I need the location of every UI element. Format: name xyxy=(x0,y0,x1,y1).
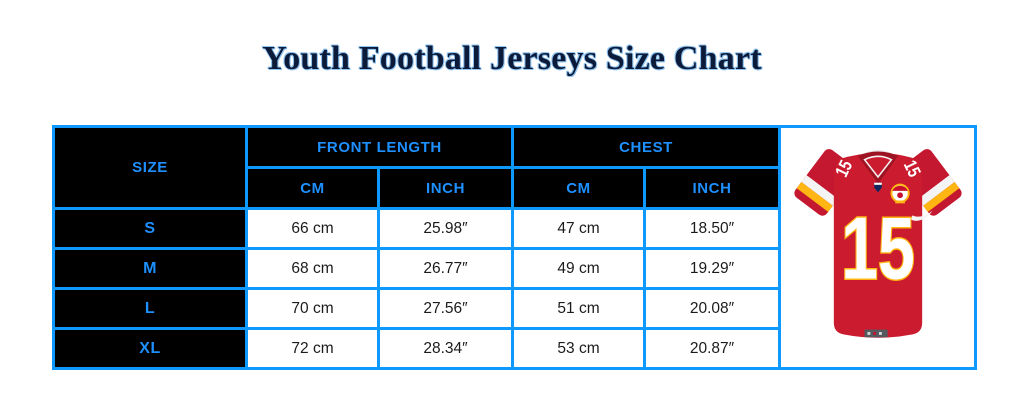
front-length-cm-value: 70 cm xyxy=(245,287,380,330)
column-group-front-length: FRONT LENGTH xyxy=(244,125,515,169)
chest-cm-value: 51 cm xyxy=(511,287,647,330)
chest-inch-value: 19.29″ xyxy=(643,247,782,290)
subheader-front-cm: CM xyxy=(245,166,380,210)
jersey-image: 15 15 xyxy=(781,132,974,364)
chest-inch-value: 20.08″ xyxy=(643,287,782,330)
jersey-illustration: 15 15 xyxy=(793,148,962,338)
chest-inch-value: 20.87″ xyxy=(643,327,782,370)
front-length-cm-value: 66 cm xyxy=(245,207,380,250)
size-label: L xyxy=(52,287,248,330)
jersey-image-cell: 15 15 xyxy=(778,125,978,370)
table-row-xl: XL 72 cm 28.34″ 53 cm 20.87″ xyxy=(52,327,976,370)
table-row-s: S 66 cm 25.98″ 47 cm 18.50″ xyxy=(52,207,976,250)
front-length-inch-value: 28.34″ xyxy=(376,327,515,370)
column-header-size: SIZE xyxy=(52,125,248,210)
jersey-jock-tag xyxy=(864,329,888,337)
table-row-m: M 68 cm 26.77″ 49 cm 19.29″ xyxy=(52,247,976,290)
subheader-front-inch: INCH xyxy=(376,166,515,210)
front-length-inch-value: 26.77″ xyxy=(376,247,515,290)
column-group-chest: CHEST xyxy=(511,125,782,169)
subheader-chest-inch: INCH xyxy=(643,166,782,210)
header-row-units: CM INCH CM INCH xyxy=(54,166,976,210)
size-label: S xyxy=(52,207,248,250)
front-length-inch-value: 27.56″ xyxy=(376,287,515,330)
chest-cm-value: 49 cm xyxy=(511,247,647,290)
jersey-left-shoulder-number: 15 xyxy=(831,157,856,180)
size-label: XL xyxy=(52,327,248,370)
front-length-cm-value: 72 cm xyxy=(245,327,380,370)
header-row-groups: SIZE FRONT LENGTH CHEST xyxy=(52,125,978,370)
subheader-chest-cm: CM xyxy=(511,166,647,210)
page-title: Youth Football Jerseys Size Chart xyxy=(262,40,762,77)
nike-swoosh-icon xyxy=(910,210,933,221)
front-length-inch-value: 25.98″ xyxy=(376,207,515,250)
size-chart-table: SIZE FRONT LENGTH CHEST xyxy=(52,125,978,370)
size-label: M xyxy=(52,247,248,290)
jersey-chest-number: 15 xyxy=(841,198,915,298)
front-length-cm-value: 68 cm xyxy=(245,247,380,290)
chest-cm-value: 47 cm xyxy=(511,207,647,250)
jersey-right-shoulder-number: 15 xyxy=(899,157,924,180)
nfl-shield-icon xyxy=(873,182,882,192)
table-row-l: L 70 cm 27.56″ 51 cm 20.08″ xyxy=(52,287,976,330)
chest-inch-value: 18.50″ xyxy=(643,207,782,250)
chest-cm-value: 53 cm xyxy=(511,327,647,370)
team-patch-icon xyxy=(889,183,910,203)
